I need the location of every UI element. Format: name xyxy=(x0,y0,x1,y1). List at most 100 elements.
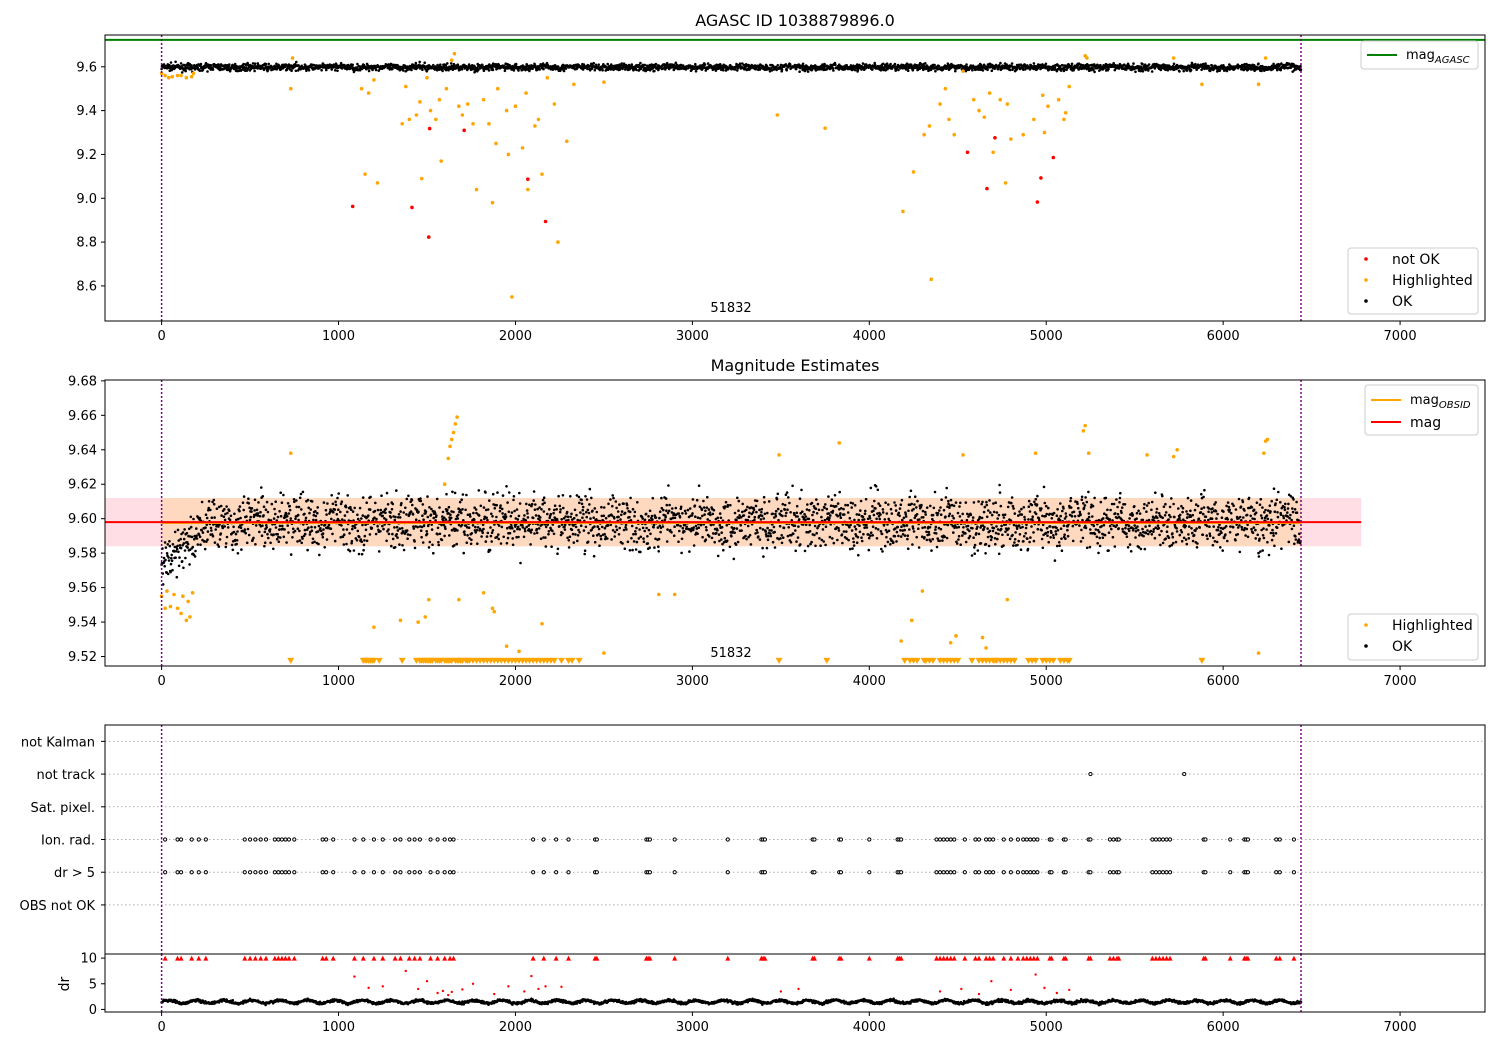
ok-point xyxy=(279,491,283,495)
x-tick-label: 6000 xyxy=(1207,329,1240,344)
ok-point xyxy=(732,557,736,561)
ok-point xyxy=(561,531,564,535)
ok-point xyxy=(954,69,957,73)
ok-point xyxy=(508,531,512,535)
ok-point xyxy=(204,513,208,516)
ok-point xyxy=(460,68,464,71)
ok-point xyxy=(618,526,621,530)
ok-point xyxy=(220,514,223,517)
ok-point xyxy=(419,529,423,532)
highlighted-point xyxy=(998,97,1003,102)
ok-point xyxy=(834,504,838,508)
ok-point xyxy=(659,530,662,534)
ok-point xyxy=(585,498,589,501)
ok-point xyxy=(300,508,303,511)
ok-point xyxy=(572,516,576,520)
ok-point xyxy=(821,508,824,512)
ok-point xyxy=(717,533,721,536)
ok-point xyxy=(801,62,805,66)
highlighted-point xyxy=(487,121,491,126)
ok-point xyxy=(326,502,329,505)
ok-point xyxy=(319,529,323,533)
ok-point xyxy=(1166,68,1170,72)
ok-point xyxy=(361,514,365,517)
ok-point xyxy=(325,513,328,516)
ok-point xyxy=(880,547,883,551)
ok-point xyxy=(785,68,788,72)
ok-point xyxy=(452,510,455,514)
ok-point xyxy=(663,518,667,521)
ok-point xyxy=(432,551,435,555)
ok-point xyxy=(539,516,542,519)
ok-point xyxy=(934,69,937,73)
ok-point xyxy=(530,502,534,506)
ok-point xyxy=(704,525,708,529)
ok-point xyxy=(737,499,741,503)
ok-point xyxy=(325,68,328,72)
ok-point xyxy=(456,517,460,520)
ok-point xyxy=(851,502,855,505)
highlighted-point xyxy=(418,100,422,104)
ok-point xyxy=(211,534,215,538)
ok-point xyxy=(518,502,522,505)
ok-point xyxy=(876,528,880,531)
ok-point xyxy=(804,518,807,522)
ok-point xyxy=(792,532,795,536)
ok-point xyxy=(772,525,776,529)
ok-point xyxy=(822,540,825,543)
ok-point xyxy=(937,64,941,68)
ok-point xyxy=(766,526,769,530)
ok-point xyxy=(432,63,435,67)
ok-point xyxy=(691,498,695,501)
ok-point xyxy=(346,494,350,497)
ok-point xyxy=(398,543,401,546)
ok-point xyxy=(469,515,472,518)
ok-point xyxy=(986,68,989,72)
ok-point xyxy=(513,66,516,70)
ok-point xyxy=(784,514,787,518)
ok-point xyxy=(664,515,667,519)
ok-point xyxy=(657,545,660,548)
ok-point xyxy=(196,543,200,546)
ok-point xyxy=(349,508,353,512)
ok-point xyxy=(482,527,485,531)
ok-point xyxy=(499,504,502,507)
ok-point xyxy=(314,510,317,513)
ok-point xyxy=(676,523,680,527)
ok-point xyxy=(167,559,171,562)
ok-point xyxy=(535,531,539,535)
ok-point xyxy=(577,528,580,532)
ok-point xyxy=(824,503,827,506)
ok-point xyxy=(223,518,227,522)
ok-point xyxy=(712,508,716,512)
ok-point xyxy=(337,492,341,495)
ok-point xyxy=(263,530,267,534)
ok-point xyxy=(480,535,483,538)
ok-point xyxy=(275,62,278,66)
highlighted-point xyxy=(506,152,511,157)
ok-point xyxy=(225,535,229,539)
ok-point xyxy=(417,510,420,513)
ok-point xyxy=(566,515,570,519)
ok-point xyxy=(446,62,449,65)
ok-point xyxy=(634,530,637,533)
ok-point xyxy=(814,544,817,548)
ok-point xyxy=(381,524,384,528)
ok-point xyxy=(179,62,183,65)
ok-point xyxy=(419,497,422,500)
ok-point xyxy=(224,545,228,549)
ok-point xyxy=(226,526,230,529)
ok-point xyxy=(381,514,385,518)
ok-point xyxy=(440,538,444,542)
ok-point xyxy=(544,545,548,548)
ok-point xyxy=(694,62,697,66)
ok-point xyxy=(377,69,381,72)
ok-point xyxy=(860,539,864,543)
ok-point xyxy=(789,511,792,514)
ok-point xyxy=(307,526,310,529)
ok-point xyxy=(424,510,428,513)
ok-point xyxy=(704,509,707,513)
ok-point xyxy=(838,490,841,494)
y-tick-label: 8.8 xyxy=(76,236,97,251)
ok-point xyxy=(409,533,412,537)
